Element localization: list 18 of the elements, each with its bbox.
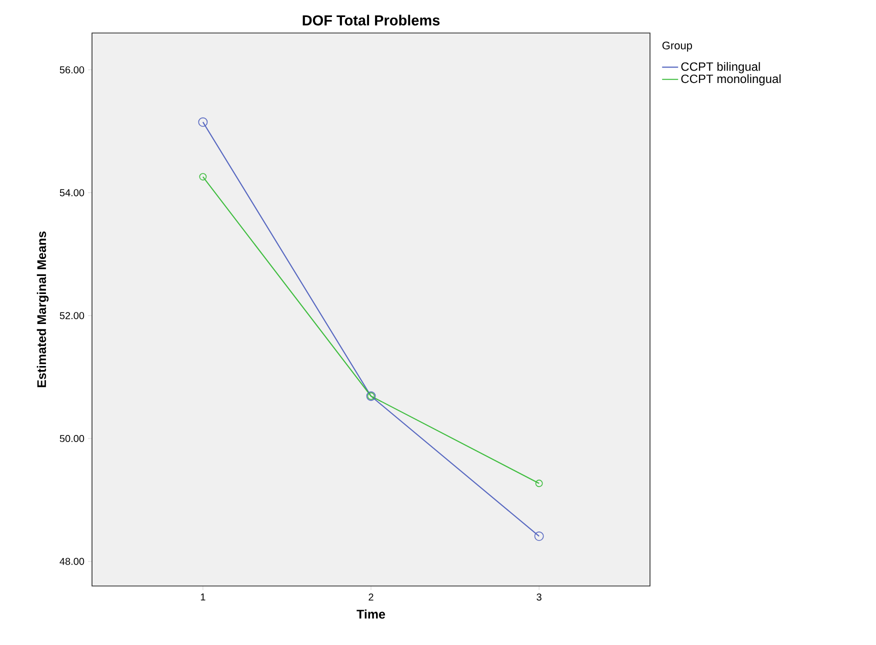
x-tick-label: 1: [200, 594, 206, 600]
point: [535, 480, 543, 488]
x-tick-label: 2: [368, 594, 374, 600]
point: [534, 532, 544, 541]
y-tick-label: 54.00: [60, 189, 84, 196]
point: [199, 173, 207, 180]
point: [198, 117, 208, 127]
legend-label: CCPT monolingual: [681, 74, 781, 86]
x-tick-label: 3: [536, 594, 542, 601]
legend-title: Group: [662, 42, 692, 52]
x-axis-title: Time: [356, 609, 386, 619]
y-tick-label: 56.00: [60, 66, 84, 74]
y-tick-label: 50.00: [60, 434, 84, 442]
chart-title: DOF Total Problems: [302, 14, 440, 26]
y-tick-label: 48.00: [60, 558, 84, 565]
y-axis-title: Estimated Marginal Means: [36, 232, 49, 388]
legend-label: CCPT bilingual: [681, 62, 760, 74]
y-tick-label: 52.00: [60, 312, 84, 320]
